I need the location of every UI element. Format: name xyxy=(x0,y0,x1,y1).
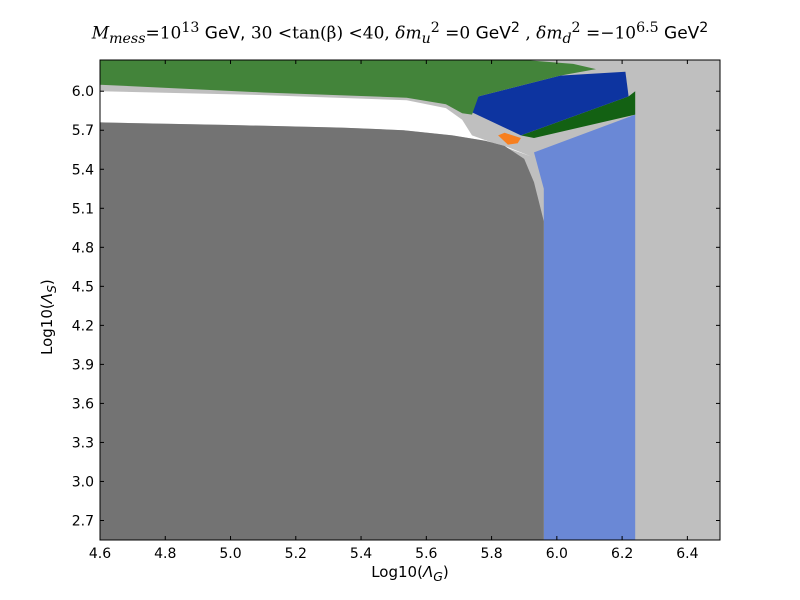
y-tick-label: 3.9 xyxy=(72,357,94,373)
y-tick-label: 6.0 xyxy=(72,84,94,100)
region-green xyxy=(100,60,596,115)
region-orange xyxy=(498,132,521,145)
chart-title: Mmess=1013 GeV, 30 <tan(β) <40, δmu2 =0 … xyxy=(91,20,709,48)
x-tick-label: 6.4 xyxy=(676,546,698,562)
region-blue xyxy=(468,71,629,136)
region-dark-green xyxy=(520,91,636,138)
x-tick-label: 4.6 xyxy=(89,546,111,562)
y-tick-label: 4.5 xyxy=(72,279,94,295)
x-tick-label: 5.0 xyxy=(219,546,241,562)
y-tick-label: 5.7 xyxy=(72,123,94,139)
x-tick-label: 4.8 xyxy=(154,546,176,562)
region-dark-gray xyxy=(100,122,544,541)
y-tick-label: 3.3 xyxy=(72,435,94,451)
y-tick-label: 4.2 xyxy=(72,318,94,334)
x-tick-label: 5.6 xyxy=(415,546,437,562)
y-axis-label: Log10(ΛS) xyxy=(38,279,59,355)
x-tick-label: 5.2 xyxy=(285,546,307,562)
y-tick-label: 5.1 xyxy=(72,201,94,217)
y-tick-label: 4.8 xyxy=(72,240,94,256)
ticks-layer: 4.6 4.8 5.0 5.2 5.4 5.6 5.8 6.0 6.2 6.4 2.7 3.0 3.3 3… xyxy=(72,60,720,562)
regions-layer xyxy=(100,60,720,541)
y-tick-label: 3.0 xyxy=(72,474,94,490)
x-tick-label: 5.4 xyxy=(350,546,372,562)
region-light-blue xyxy=(534,114,636,540)
y-tick-label: 5.4 xyxy=(72,162,94,178)
y-tick-label: 2.7 xyxy=(72,513,94,529)
y-tick-label: 3.6 xyxy=(72,396,94,412)
axes-frame xyxy=(99,59,721,541)
x-tick-label: 6.2 xyxy=(611,546,633,562)
region-white xyxy=(100,91,531,157)
x-tick-label: 6.0 xyxy=(546,546,568,562)
x-tick-label: 5.8 xyxy=(480,546,502,562)
x-axis-label: Log10(ΛG) xyxy=(371,563,449,584)
